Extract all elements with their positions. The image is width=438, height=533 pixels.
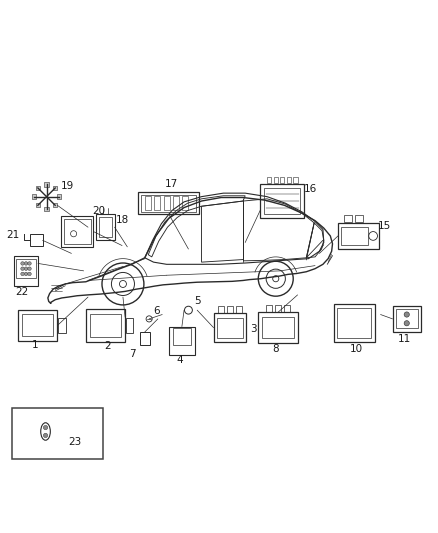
Text: 16: 16 bbox=[304, 184, 317, 194]
Bar bbox=[96, 214, 115, 240]
Bar bbox=[16, 259, 35, 278]
Bar bbox=[338, 223, 379, 249]
Bar bbox=[293, 176, 297, 183]
Bar bbox=[182, 196, 188, 211]
Bar bbox=[64, 220, 91, 244]
Circle shape bbox=[404, 312, 410, 317]
Bar bbox=[275, 305, 281, 312]
Bar bbox=[18, 310, 57, 341]
Bar bbox=[141, 195, 196, 212]
Bar bbox=[22, 314, 53, 336]
Text: 4: 4 bbox=[177, 356, 183, 366]
Bar bbox=[396, 310, 418, 328]
Bar bbox=[99, 217, 113, 237]
Bar bbox=[163, 196, 170, 211]
Text: 1: 1 bbox=[32, 340, 39, 350]
Bar bbox=[355, 215, 363, 222]
Text: 6: 6 bbox=[154, 305, 160, 316]
Bar bbox=[12, 408, 103, 458]
Bar bbox=[61, 216, 93, 247]
Bar bbox=[341, 227, 368, 245]
Text: 21: 21 bbox=[6, 230, 19, 240]
Bar bbox=[265, 188, 300, 214]
Circle shape bbox=[43, 433, 48, 438]
Text: 3: 3 bbox=[251, 324, 257, 334]
Bar bbox=[217, 318, 243, 337]
Bar bbox=[227, 306, 233, 313]
Bar bbox=[145, 196, 151, 211]
Bar bbox=[57, 195, 61, 199]
Bar bbox=[266, 305, 272, 312]
Bar bbox=[261, 183, 304, 219]
Bar bbox=[58, 318, 66, 333]
Text: 10: 10 bbox=[350, 344, 363, 353]
Bar bbox=[138, 192, 199, 214]
Circle shape bbox=[21, 272, 24, 276]
Bar bbox=[154, 196, 160, 211]
Text: 22: 22 bbox=[15, 287, 28, 297]
Bar bbox=[280, 176, 285, 183]
Bar bbox=[90, 313, 121, 337]
Bar bbox=[53, 203, 57, 207]
Bar bbox=[32, 195, 36, 199]
Text: 2: 2 bbox=[104, 342, 111, 351]
Text: 5: 5 bbox=[194, 296, 201, 305]
Text: 15: 15 bbox=[378, 221, 392, 231]
Circle shape bbox=[24, 267, 28, 270]
Bar bbox=[53, 186, 57, 190]
Bar bbox=[344, 215, 352, 222]
Bar bbox=[14, 256, 38, 286]
Bar bbox=[44, 182, 49, 187]
Bar bbox=[36, 186, 40, 190]
Bar bbox=[392, 306, 421, 332]
Bar bbox=[30, 234, 42, 246]
Circle shape bbox=[21, 267, 24, 270]
Bar bbox=[236, 306, 242, 313]
Bar bbox=[262, 317, 293, 338]
Circle shape bbox=[404, 321, 410, 326]
Circle shape bbox=[24, 272, 28, 276]
Text: 17: 17 bbox=[164, 179, 177, 189]
Bar bbox=[173, 196, 179, 211]
Text: 20: 20 bbox=[92, 206, 106, 216]
Text: 11: 11 bbox=[398, 334, 411, 344]
Circle shape bbox=[43, 425, 48, 430]
Circle shape bbox=[24, 262, 28, 265]
Text: 23: 23 bbox=[68, 437, 82, 447]
Bar bbox=[140, 332, 150, 345]
Bar bbox=[337, 308, 371, 338]
Circle shape bbox=[28, 272, 31, 276]
Bar bbox=[126, 318, 133, 333]
Bar bbox=[218, 306, 224, 313]
Bar bbox=[274, 176, 278, 183]
Bar bbox=[267, 176, 272, 183]
Circle shape bbox=[21, 262, 24, 265]
Circle shape bbox=[28, 262, 31, 265]
Text: 18: 18 bbox=[116, 215, 129, 225]
Bar bbox=[169, 327, 195, 355]
Bar bbox=[287, 176, 291, 183]
Text: 7: 7 bbox=[129, 349, 136, 359]
Circle shape bbox=[28, 267, 31, 270]
Bar bbox=[86, 309, 125, 342]
Bar bbox=[258, 312, 297, 343]
Bar bbox=[44, 207, 49, 211]
Text: 19: 19 bbox=[61, 181, 74, 191]
Text: 8: 8 bbox=[272, 344, 279, 353]
Bar bbox=[173, 328, 191, 345]
Bar bbox=[36, 203, 40, 207]
Bar bbox=[214, 313, 246, 342]
Bar bbox=[334, 304, 375, 343]
Bar bbox=[284, 305, 290, 312]
